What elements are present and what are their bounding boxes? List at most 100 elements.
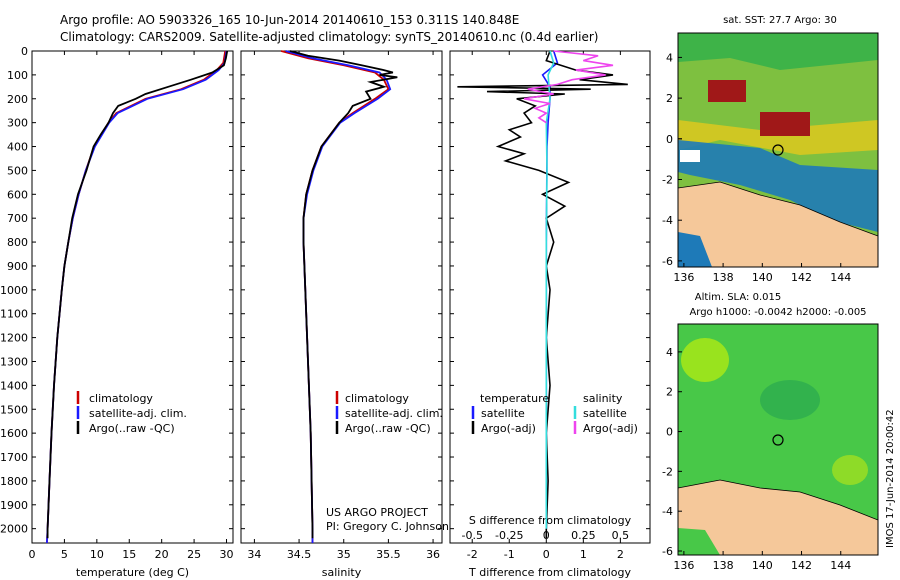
map-y-tick-label: -6 — [662, 255, 673, 268]
y-tick-label: 1500 — [0, 403, 28, 416]
y-tick-label: 1200 — [0, 332, 28, 345]
top-tick-label: 0.25 — [571, 529, 596, 542]
x-tick-label: 34 — [247, 548, 261, 561]
salinity-legend: climatology satellite-adj. clim. Argo(..… — [335, 391, 443, 435]
map-y-tick-label: 0 — [666, 133, 673, 146]
temperature-panel — [31, 50, 234, 544]
series-line-satellite-adj-clim — [46, 50, 228, 544]
sst-hot-patch — [760, 112, 810, 136]
x-tick-label: 2 — [617, 548, 624, 561]
sla-map-title: Altim. SLA: 0.015 — [695, 292, 781, 303]
y-tick-label: 1900 — [0, 499, 28, 512]
temperature-legend: climatology satellite-adj. clim. Argo(..… — [76, 391, 187, 435]
difference-legend: temperature salinity satellite Argo(-adj… — [471, 392, 638, 435]
sst-cloud-gap-band — [678, 140, 878, 232]
map-x-tick-label: 144 — [830, 271, 851, 284]
top-tick-label: -0.5 — [461, 529, 482, 542]
map-x-tick-label: 140 — [752, 559, 773, 572]
legend-s-argo-label: Argo(-adj) — [583, 422, 638, 435]
map-x-tick-label: 142 — [791, 559, 812, 572]
project-credit: US ARGO PROJECT — [326, 506, 428, 519]
salinity-panel — [240, 50, 443, 544]
x-tick-label: -2 — [467, 548, 478, 561]
sst-map-frame — [677, 32, 879, 268]
sst-hot-patch — [708, 80, 746, 102]
legend-satellite-label: satellite-adj. clim. — [89, 407, 187, 420]
map-y-tick-label: 4 — [666, 346, 673, 359]
legend-temperature-title: temperature — [480, 392, 549, 405]
x-tick-label: 36 — [426, 548, 440, 561]
y-tick-label: 0 — [21, 45, 28, 58]
x-tick-label: 15 — [122, 548, 136, 561]
map-x-tick-label: 144 — [830, 559, 851, 572]
timestamp-label: IMOS 17-Jun-2014 20:00:42 — [885, 409, 896, 548]
map-y-tick-label: 4 — [666, 51, 673, 64]
x-tick-label: 1 — [580, 548, 587, 561]
series-line-salinity-satellite — [545, 50, 555, 529]
legend-salinity-title: salinity — [583, 392, 623, 405]
x-tick-label: 0 — [29, 548, 36, 561]
map-x-tick-label: 140 — [752, 271, 773, 284]
legend-t-argo-label: Argo(-adj) — [481, 422, 536, 435]
y-tick-label: 700 — [7, 212, 28, 225]
series-line-climatology — [280, 50, 390, 543]
x-tick-label: 25 — [187, 548, 201, 561]
map-x-tick-label: 142 — [791, 271, 812, 284]
x-axis-label: temperature (deg C) — [76, 566, 189, 579]
legend-argo-label: Argo(..raw -QC) — [345, 422, 431, 435]
map-y-tick-label: 2 — [666, 386, 673, 399]
header-line1: Argo profile: AO 5903326_165 10-Jun-2014… — [60, 13, 519, 27]
y-tick-label: 2000 — [0, 523, 28, 536]
top-tick-label: -0.25 — [495, 529, 523, 542]
sla-high-patch — [832, 455, 868, 485]
legend-satellite-label: satellite-adj. clim. — [345, 407, 443, 420]
y-tick-label: 1700 — [0, 451, 28, 464]
y-tick-label: 1000 — [0, 284, 28, 297]
header-line2: Climatology: CARS2009. Satellite-adjuste… — [60, 30, 598, 44]
y-tick-label: 400 — [7, 141, 28, 154]
x-tick-label: 30 — [220, 548, 234, 561]
y-tick-label: 900 — [7, 260, 28, 273]
map-y-tick-label: -2 — [662, 174, 673, 187]
y-tick-label: 1100 — [0, 308, 28, 321]
sst-missing-data — [680, 150, 700, 162]
sst-map-title: sat. SST: 27.7 Argo: 30 — [723, 15, 837, 26]
x-axis-label: T difference from climatology — [468, 566, 631, 579]
sla-high-patch — [681, 338, 729, 382]
sla-argo-heights: Argo h1000: -0.0042 h2000: -0.005 — [689, 307, 866, 318]
legend-t-satellite-label: satellite — [481, 407, 525, 420]
y-tick-label: 100 — [7, 69, 28, 82]
x-tick-label: 10 — [90, 548, 104, 561]
map-y-tick-label: -4 — [662, 505, 673, 518]
map-x-tick-label: 136 — [673, 271, 694, 284]
sst-map — [677, 32, 879, 268]
sla-map-frame — [677, 323, 879, 556]
sla-low-patch — [760, 380, 820, 420]
series-line-salinity-argo-adj — [523, 50, 614, 124]
x-axis-label: salinity — [322, 566, 362, 579]
x-tick-label: -1 — [504, 548, 515, 561]
x-tick-label: 35.5 — [376, 548, 401, 561]
x-tick-label: 35 — [337, 548, 351, 561]
map-x-tick-label: 138 — [713, 271, 734, 284]
sst-south-sea — [678, 232, 712, 267]
y-tick-label: 200 — [7, 93, 28, 106]
top-axis-label: S difference from climatology — [469, 514, 632, 527]
y-tick-label: 800 — [7, 236, 28, 249]
map-y-tick-label: -4 — [662, 214, 673, 227]
series-line-climatology — [46, 50, 227, 544]
map-x-tick-label: 136 — [673, 559, 694, 572]
series-line-argo-raw-qc — [46, 50, 229, 539]
x-tick-label: 20 — [155, 548, 169, 561]
series-line-argo-raw-qc — [289, 50, 398, 539]
y-tick-label: 1400 — [0, 379, 28, 392]
y-tick-label: 600 — [7, 188, 28, 201]
map-y-tick-label: -6 — [662, 545, 673, 558]
y-tick-label: 500 — [7, 164, 28, 177]
argo-float-marker — [772, 434, 784, 446]
legend-climatology-label: climatology — [345, 392, 409, 405]
map-y-tick-label: -2 — [662, 465, 673, 478]
legend-s-satellite-label: satellite — [583, 407, 627, 420]
map-x-tick-label: 138 — [713, 559, 734, 572]
sst-warm-band — [678, 120, 878, 155]
